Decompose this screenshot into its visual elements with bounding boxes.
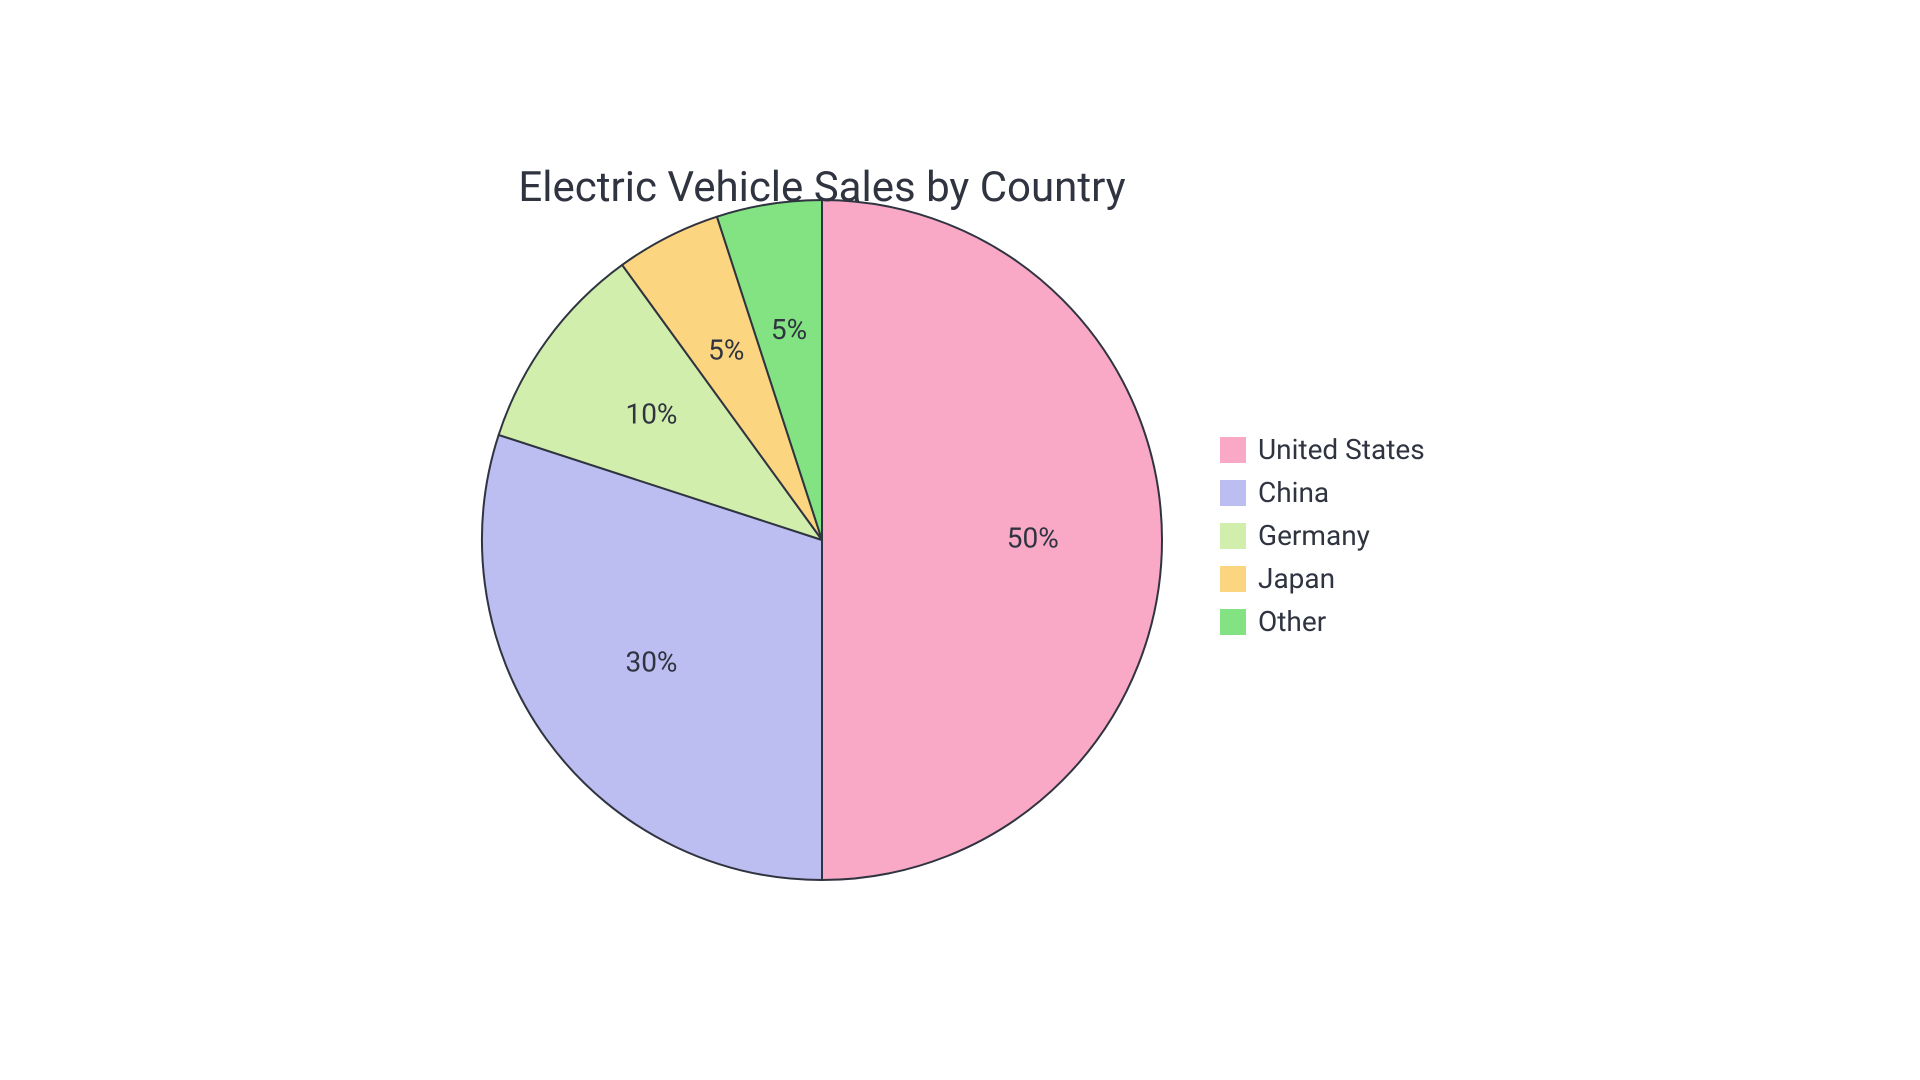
legend-swatch — [1220, 566, 1246, 592]
legend-swatch — [1220, 609, 1246, 635]
legend: United States China Germany Japan Other — [1220, 433, 1425, 638]
legend-label: China — [1258, 476, 1329, 509]
pie-slice-label: 5% — [771, 313, 807, 346]
pie-slice-label: 10% — [625, 397, 677, 430]
stage: 50% 30% 10% 5% 5% Electric Vehicle Sales by C… — [0, 0, 1920, 1080]
legend-item: Other — [1220, 605, 1425, 638]
legend-swatch — [1220, 437, 1246, 463]
pie-chart: 50% 30% 10% 5% 5% Electric Vehicle Sales by C… — [240, 135, 1680, 945]
pie-svg: 50% 30% 10% 5% 5% — [240, 135, 1680, 945]
legend-label: United States — [1258, 433, 1425, 466]
chart-title: Electric Vehicle Sales by Country — [518, 163, 1125, 212]
legend-swatch — [1220, 480, 1246, 506]
legend-swatch — [1220, 523, 1246, 549]
pie-slice-label: 50% — [1007, 521, 1059, 554]
legend-item: China — [1220, 476, 1425, 509]
legend-label: Japan — [1258, 562, 1335, 595]
pie-slice-label: 5% — [708, 334, 744, 367]
legend-item: United States — [1220, 433, 1425, 466]
legend-label: Other — [1258, 605, 1326, 638]
pie-slice — [822, 200, 1162, 880]
legend-item: Japan — [1220, 562, 1425, 595]
pie-slice-label: 30% — [625, 645, 677, 678]
legend-item: Germany — [1220, 519, 1425, 552]
legend-label: Germany — [1258, 519, 1370, 552]
